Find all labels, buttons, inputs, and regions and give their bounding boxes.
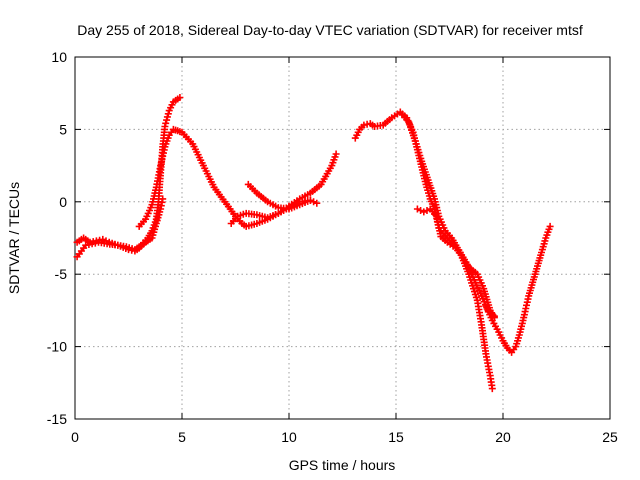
y-tick-label: 5 xyxy=(59,121,67,137)
axis-ticks: 0 5 10 15 20 25 -15 -10 -5 0 5 10 xyxy=(47,49,618,445)
y-tick-label: -10 xyxy=(47,339,67,355)
data-point-marker xyxy=(332,150,340,158)
y-tick-label: -15 xyxy=(47,411,67,427)
x-axis-label: GPS time / hours xyxy=(289,457,396,473)
chart-title: Day 255 of 2018, Sidereal Day-to-day VTE… xyxy=(77,22,583,38)
y-tick-label: 0 xyxy=(59,194,67,210)
plot-frame xyxy=(74,56,611,420)
data-series xyxy=(244,180,314,213)
data-series xyxy=(482,222,554,356)
x-tick-label: 0 xyxy=(71,429,79,445)
x-tick-label: 25 xyxy=(602,429,618,445)
data-point-marker xyxy=(176,94,184,101)
data-series xyxy=(73,195,167,261)
data-point-marker xyxy=(413,205,421,213)
data-point-marker xyxy=(306,196,314,204)
x-tick-label: 10 xyxy=(281,429,297,445)
y-axis-label: SDTVAR / TECUs xyxy=(6,182,22,294)
data-point-marker xyxy=(99,235,107,243)
data-point-marker xyxy=(423,207,431,214)
data-point-marker xyxy=(490,312,498,320)
data-series xyxy=(73,94,184,254)
data-layer xyxy=(73,94,554,393)
data-point-marker xyxy=(313,199,321,207)
y-tick-label: -5 xyxy=(55,266,68,282)
x-tick-label: 5 xyxy=(178,429,186,445)
data-point-marker xyxy=(162,119,170,127)
data-point-marker xyxy=(164,110,172,118)
data-series xyxy=(398,111,496,393)
x-tick-label: 20 xyxy=(495,429,511,445)
x-tick-label: 15 xyxy=(388,429,404,445)
data-point-marker xyxy=(310,198,318,206)
data-series xyxy=(413,205,498,320)
data-point-marker xyxy=(420,208,428,216)
data-point-marker xyxy=(159,195,167,203)
data-point-marker xyxy=(488,385,496,393)
data-point-marker xyxy=(417,207,425,214)
y-tick-label: 10 xyxy=(51,49,67,65)
grid xyxy=(75,57,610,419)
series-line xyxy=(485,225,551,354)
data-point-marker xyxy=(546,222,554,230)
